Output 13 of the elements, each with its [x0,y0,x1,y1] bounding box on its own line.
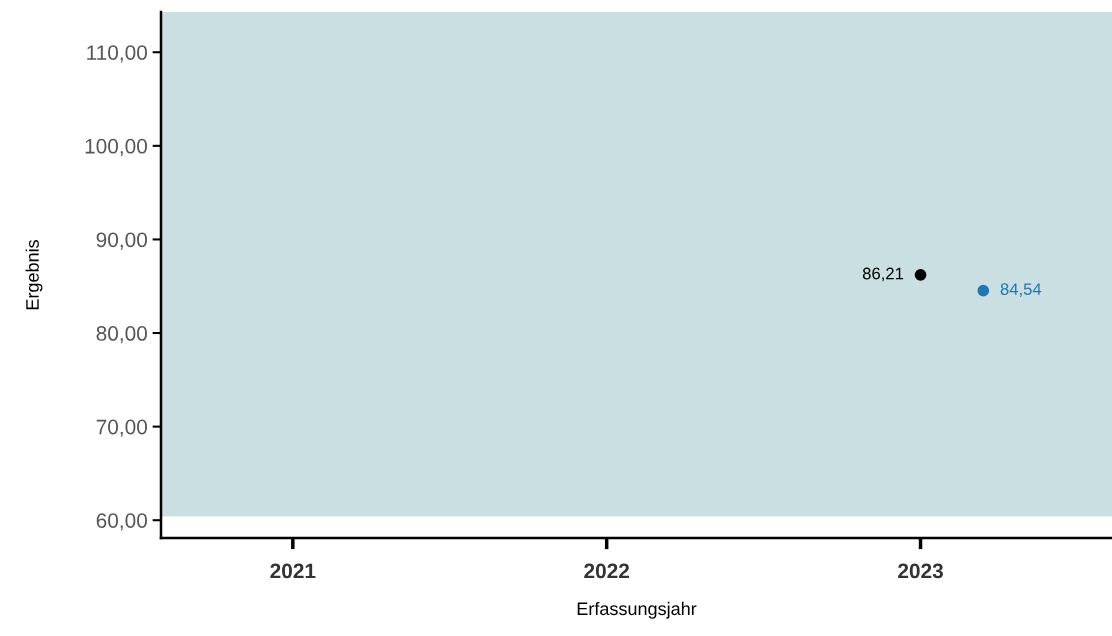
y-tick-label: 80,00 [96,326,147,344]
y-axis-title: Ergebnis [25,240,43,310]
y-tick-label: 90,00 [96,232,147,250]
y-tick-label: 110,00 [87,45,147,63]
x-tick-label: 2022 [584,563,630,579]
y-tick-label: 60,00 [96,513,147,531]
x-tick-label: 2023 [898,563,943,579]
x-tick-label: 2021 [270,563,316,579]
x-axis-title: Erfassungsjahr [577,601,697,619]
y-tick-label: 100,00 [85,138,147,157]
y-tick-label: 70,00 [96,419,147,437]
data-label: 86,21 [862,267,904,282]
data-label: 84,54 [1000,283,1042,297]
